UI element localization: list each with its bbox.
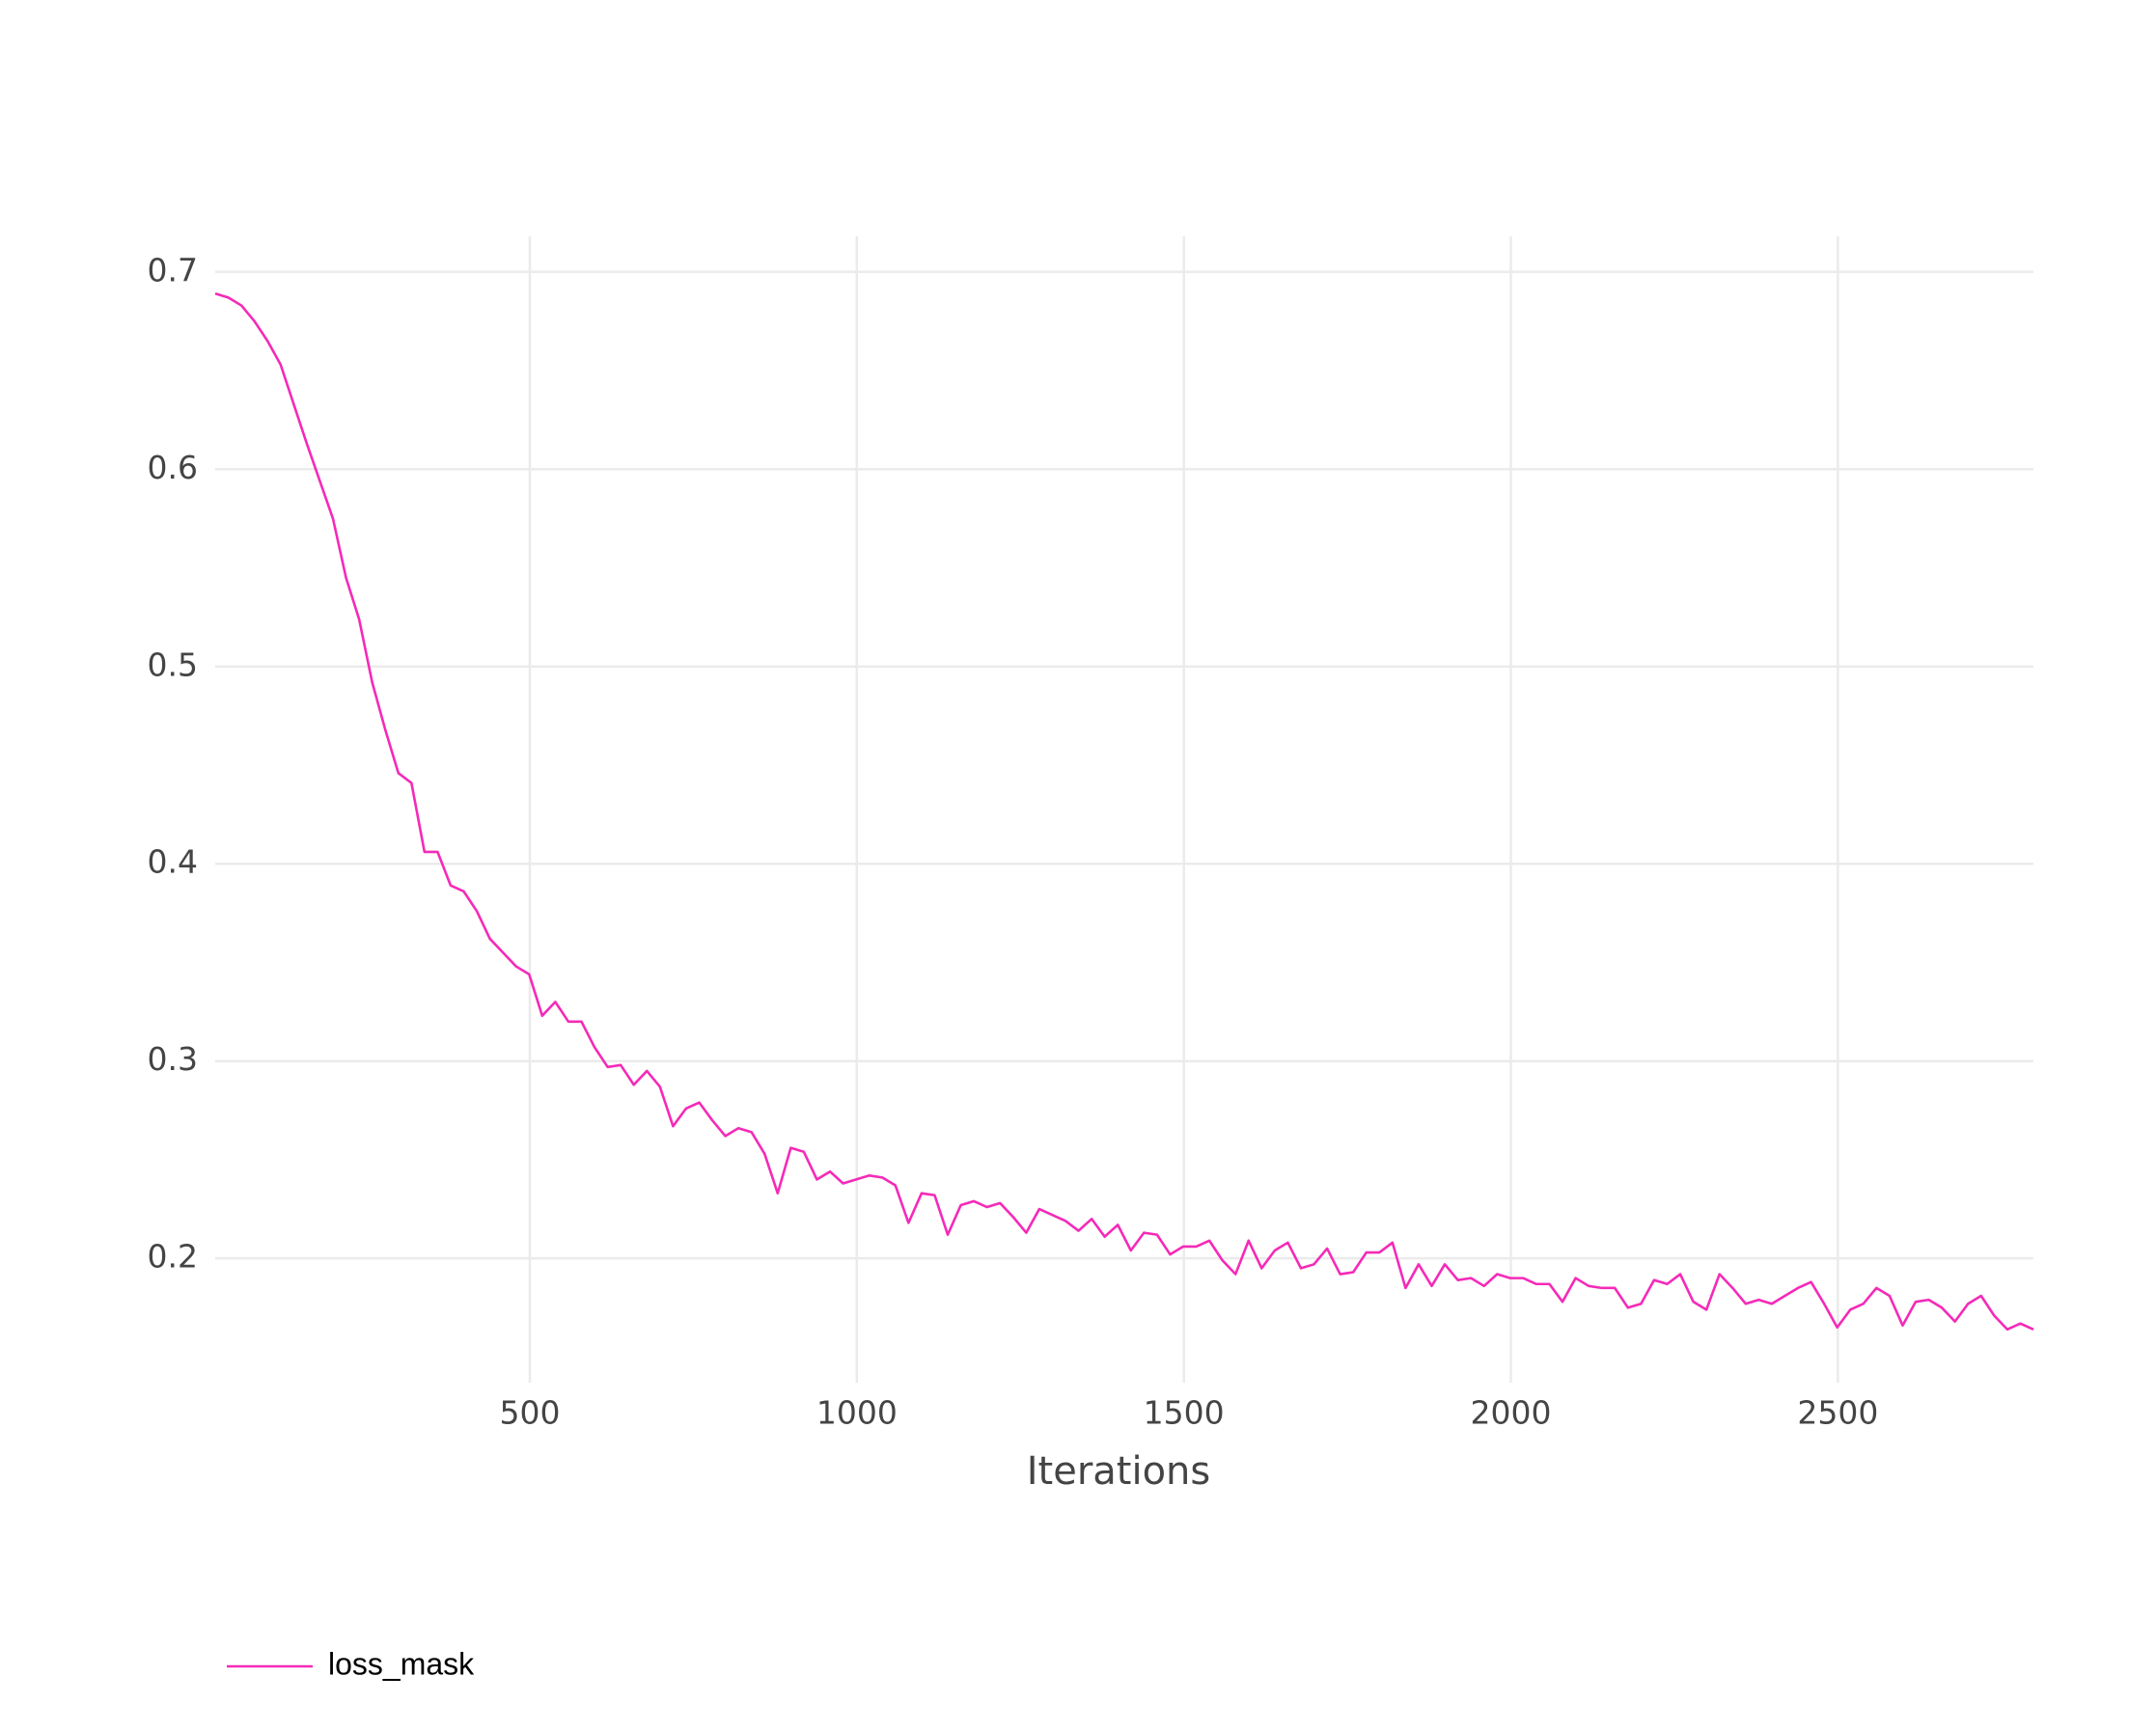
x-tick-label: 500 [499, 1394, 560, 1432]
x-tick-label: 2000 [1471, 1394, 1552, 1432]
x-tick-label: 1500 [1144, 1394, 1225, 1432]
line [214, 292, 2034, 1332]
y-tick-label: 0.7 [148, 251, 198, 288]
legend-label: loss_mask [328, 1646, 475, 1681]
y-tick-label: 0.6 [148, 449, 198, 486]
x-tick-label: 2500 [1797, 1394, 1878, 1432]
x-axis-title: Iterations [1027, 1449, 1211, 1494]
x-tick-label: 1000 [816, 1394, 898, 1432]
y-tick-label: 0.2 [148, 1238, 198, 1276]
y-tick-label: 0.3 [148, 1040, 198, 1078]
y-tick-label: 0.5 [148, 646, 198, 683]
y-tick-label: 0.4 [148, 843, 198, 881]
